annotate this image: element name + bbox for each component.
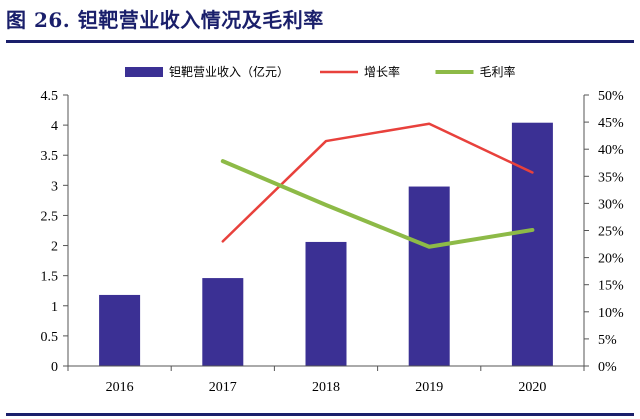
right-tick-label: 10% xyxy=(598,306,624,321)
left-tick-label: 3.5 xyxy=(41,149,59,164)
x-tick-label: 2018 xyxy=(312,380,340,395)
left-tick-label: 0.5 xyxy=(41,330,59,345)
right-tick-label: 40% xyxy=(598,143,624,158)
x-tick-label: 2019 xyxy=(415,380,443,395)
title-rule xyxy=(6,40,634,43)
legend-label-gross-margin: 毛利率 xyxy=(480,64,516,79)
line-gross-margin xyxy=(220,159,535,249)
line-growth-rate xyxy=(221,122,534,243)
figure-title: 图 26. 钽靶营业收入情况及毛利率 xyxy=(6,8,324,32)
right-tick-label: 50% xyxy=(598,89,624,104)
right-tick-label: 0% xyxy=(598,360,617,375)
line-series xyxy=(220,122,535,249)
legend-swatch-revenue xyxy=(125,67,163,77)
left-tick-label: 1 xyxy=(51,300,58,315)
left-tick-label: 0 xyxy=(51,360,58,375)
legend-label-growth-rate: 增长率 xyxy=(364,64,400,79)
right-tick-label: 30% xyxy=(598,197,624,212)
x-tick-label: 2017 xyxy=(209,380,237,395)
axes: 0 0.5 1 1.5 2 2.5 3 3.5 4 4.5 0% 5% 10% 15% 20% 25% 30% 3… xyxy=(41,89,625,395)
bar-2016 xyxy=(99,294,141,366)
left-tick-label: 2 xyxy=(51,240,58,255)
right-tick-label: 45% xyxy=(598,116,624,131)
bottom-rule xyxy=(6,413,634,416)
bar-2019 xyxy=(408,186,450,366)
right-tick-label: 35% xyxy=(598,170,624,185)
left-tick-label: 2.5 xyxy=(41,209,59,224)
bar-series xyxy=(99,122,553,366)
bar-2017 xyxy=(202,278,244,366)
x-tick-label: 2020 xyxy=(518,380,546,395)
legend: 钽靶营业收入（亿元） 增长率 毛利率 xyxy=(125,64,516,79)
left-tick-label: 1.5 xyxy=(41,270,59,285)
legend-label-revenue: 钽靶营业收入（亿元） xyxy=(169,64,289,79)
bar-2020 xyxy=(511,122,553,366)
left-tick-label: 4.5 xyxy=(41,89,59,104)
right-tick-label: 20% xyxy=(598,252,624,267)
right-tick-label: 5% xyxy=(598,333,617,348)
x-tick-label: 2016 xyxy=(106,380,134,395)
bar-2018 xyxy=(305,241,347,366)
right-tick-label: 15% xyxy=(598,279,624,294)
left-tick-label: 3 xyxy=(51,179,58,194)
left-tick-label: 4 xyxy=(51,119,58,134)
right-tick-label: 25% xyxy=(598,225,624,240)
